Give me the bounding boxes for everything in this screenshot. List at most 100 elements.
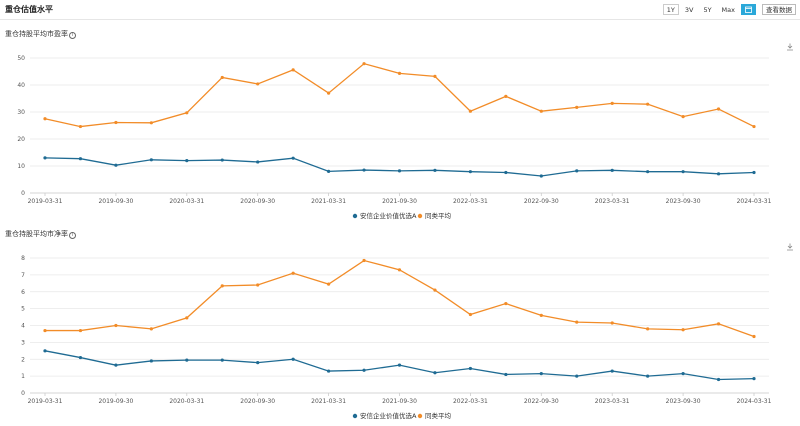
data-point — [185, 358, 189, 362]
data-point — [149, 359, 153, 363]
x-tick-label: 2020-03-31 — [169, 198, 204, 205]
data-point — [78, 355, 83, 360]
data-point — [114, 120, 118, 125]
legend-marker — [352, 213, 358, 219]
data-point — [752, 377, 756, 381]
data-point — [539, 371, 543, 376]
data-point — [504, 170, 508, 175]
data-point — [185, 159, 189, 163]
range-1y-button[interactable]: 1Y — [662, 4, 679, 15]
data-point — [716, 377, 721, 382]
x-tick-label: 2024-03-31 — [737, 198, 772, 205]
data-point — [43, 328, 47, 333]
range-3y-button[interactable]: 3V — [684, 6, 694, 14]
y-tick-label: 3 — [21, 339, 25, 346]
data-point — [610, 168, 614, 172]
data-point — [397, 169, 402, 173]
x-tick-label: 2021-09-30 — [382, 398, 417, 405]
data-point — [539, 109, 543, 113]
data-point — [327, 91, 331, 95]
y-tick-label: 5 — [21, 306, 25, 313]
data-point — [681, 114, 685, 119]
data-point — [752, 170, 756, 175]
data-point — [468, 366, 472, 371]
y-tick-label: 1 — [21, 373, 25, 380]
data-point — [362, 168, 366, 172]
chart-title-pe-text: 重仓持股平均市盈率 — [5, 30, 68, 38]
data-point — [610, 321, 614, 325]
y-tick-label: 2 — [21, 356, 25, 363]
legend-label: 同类平均 — [425, 211, 452, 220]
range-5y-button[interactable]: 5Y — [703, 6, 712, 14]
data-point — [646, 327, 650, 331]
info-icon[interactable]: i — [69, 232, 76, 239]
data-point — [149, 327, 153, 331]
data-point — [504, 94, 508, 98]
x-tick-label: 2020-09-30 — [240, 198, 275, 205]
legend-marker — [352, 413, 358, 419]
data-point — [575, 105, 579, 110]
data-point — [504, 372, 508, 377]
x-tick-label: 2023-03-31 — [595, 198, 630, 205]
x-tick-label: 2024-03-31 — [737, 398, 772, 405]
time-range-selector: 1Y 3V 5Y Max — [662, 4, 756, 15]
data-point — [327, 169, 331, 173]
y-tick-label: 20 — [17, 136, 25, 143]
data-point — [681, 328, 685, 332]
data-point — [468, 312, 472, 317]
data-point — [752, 334, 756, 339]
data-point — [575, 374, 579, 378]
x-tick-label: 2023-03-31 — [595, 398, 630, 405]
range-max-button[interactable]: Max — [721, 6, 735, 14]
view-data-button[interactable]: 查看数据 — [762, 4, 796, 15]
data-point — [681, 170, 685, 174]
x-tick-label: 2021-03-31 — [311, 198, 346, 205]
data-point — [114, 363, 118, 367]
x-tick-label: 2019-03-31 — [28, 398, 63, 405]
download-icon[interactable] — [786, 43, 794, 51]
y-tick-label: 6 — [21, 289, 25, 296]
data-point — [397, 268, 402, 272]
data-point — [610, 101, 614, 105]
data-point — [220, 75, 224, 80]
data-point — [433, 74, 437, 78]
data-point — [468, 109, 472, 113]
x-tick-label: 2022-03-31 — [453, 198, 488, 205]
legend-marker — [417, 413, 423, 419]
info-icon[interactable]: i — [69, 32, 76, 39]
data-point — [78, 328, 83, 333]
section-title: 重仓估值水平 — [5, 5, 53, 14]
y-tick-label: 0 — [21, 390, 25, 397]
y-tick-label: 4 — [21, 323, 25, 330]
data-point — [256, 283, 260, 287]
data-point — [433, 168, 437, 172]
data-point — [681, 371, 685, 376]
chart-title-pb-text: 重仓持股平均市净率 — [5, 230, 68, 238]
legend-marker — [417, 213, 423, 219]
y-tick-label: 50 — [17, 55, 25, 62]
data-point — [291, 156, 295, 160]
data-point — [716, 322, 721, 326]
data-point — [78, 124, 83, 129]
legend-label: 安信企业价值优选A — [360, 211, 417, 220]
series-line-peer-average — [45, 259, 755, 338]
download-icon[interactable] — [786, 243, 794, 251]
y-tick-label: 7 — [21, 272, 25, 279]
data-point — [185, 111, 189, 115]
x-tick-label: 2019-09-30 — [98, 398, 133, 405]
data-point — [43, 117, 47, 121]
calendar-icon — [745, 6, 752, 13]
x-tick-label: 2021-09-30 — [382, 198, 417, 205]
data-point — [256, 160, 260, 164]
data-point — [539, 313, 543, 317]
data-point — [256, 82, 260, 86]
pe-line-chart: 0 10 20 30 40 50 2019-03-31 2019-09-30 2020-03-3… — [17, 55, 772, 220]
data-point — [539, 174, 543, 178]
data-point — [504, 301, 508, 306]
chart-title-pb: 重仓持股平均市净率 i — [5, 229, 76, 239]
x-tick-label: 2022-09-30 — [524, 398, 559, 405]
calendar-range-button[interactable] — [741, 4, 756, 15]
data-point — [575, 169, 579, 173]
data-point — [716, 172, 721, 176]
data-point — [468, 170, 472, 174]
